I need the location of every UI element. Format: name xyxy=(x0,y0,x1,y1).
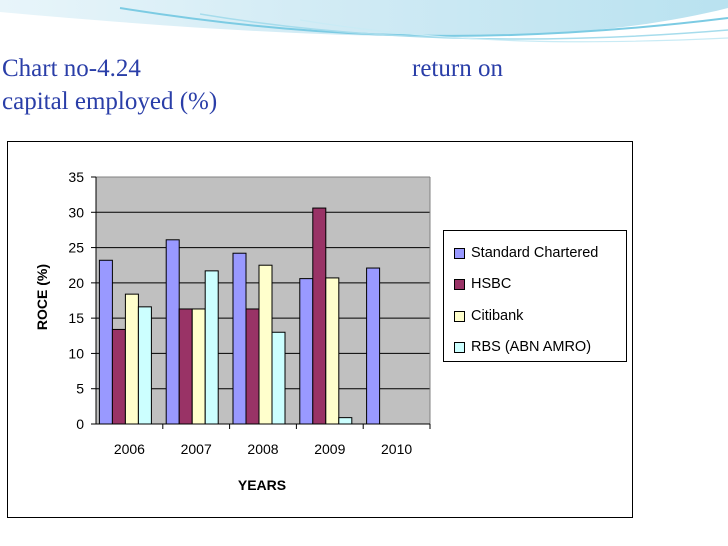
legend-item-citibank: Citibank xyxy=(454,307,523,325)
x-tick-label: 2007 xyxy=(181,441,212,457)
x-tick-label: 2010 xyxy=(381,441,412,457)
legend-label-standard-chartered: Standard Chartered xyxy=(471,245,599,261)
legend-item-rbs-abn-amro: RBS (ABN AMRO) xyxy=(454,338,591,356)
y-tick-label: 0 xyxy=(76,416,84,432)
bar-citibank-2006 xyxy=(124,293,139,425)
x-tick-label: 2006 xyxy=(114,441,145,457)
bar-citibank-2008 xyxy=(258,264,273,425)
bar-rbs-abn-amro-2008 xyxy=(271,331,286,425)
y-tick-label: 10 xyxy=(68,345,84,361)
bar-hsbc-2007 xyxy=(178,308,193,425)
bar-hsbc-2006 xyxy=(111,328,126,425)
y-tick-label: 30 xyxy=(68,204,84,220)
title-capital-employed: capital employed (%) xyxy=(2,88,218,115)
legend-item-hsbc: HSBC xyxy=(454,275,511,293)
legend-swatch-citibank xyxy=(454,310,465,322)
bar-rbs-abn-amro-2009 xyxy=(338,417,353,425)
bar-standard-chartered-2006 xyxy=(98,259,113,425)
bar-rbs-abn-amro-2006 xyxy=(137,306,152,425)
bar-hsbc-2009 xyxy=(312,207,327,425)
y-axis-title: ROCE (%) xyxy=(34,264,50,330)
x-tick-label: 2008 xyxy=(247,441,278,457)
bar-hsbc-2008 xyxy=(245,308,260,425)
bar-standard-chartered-2007 xyxy=(165,239,180,425)
bar-standard-chartered-2010 xyxy=(366,267,381,425)
y-tick-label: 5 xyxy=(76,381,84,397)
y-tick-label: 25 xyxy=(68,240,84,256)
bar-rbs-abn-amro-2007 xyxy=(204,270,219,425)
chart-legend: Standard Chartered HSBC Citibank RBS (AB… xyxy=(443,230,627,362)
title-chart-number: Chart no-4.24 xyxy=(2,55,141,82)
legend-item-standard-chartered: Standard Chartered xyxy=(454,244,598,262)
bar-standard-chartered-2008 xyxy=(232,252,247,425)
legend-swatch-standard-chartered xyxy=(454,247,465,259)
bar-standard-chartered-2009 xyxy=(299,278,314,425)
legend-swatch-rbs-abn-amro xyxy=(454,341,465,353)
y-tick-label: 35 xyxy=(68,169,84,185)
slide-title: Chart no-4.24 return on capital employed… xyxy=(0,52,728,115)
y-tick-label: 20 xyxy=(68,275,84,291)
x-tick-label: 2009 xyxy=(314,441,345,457)
legend-label-rbs-abn-amro: RBS (ABN AMRO) xyxy=(471,339,592,355)
title-return-on: return on xyxy=(412,55,503,82)
legend-label-hsbc: HSBC xyxy=(471,276,512,292)
header-banner xyxy=(0,0,728,43)
x-axis-title: YEARS xyxy=(238,477,286,493)
bar-citibank-2009 xyxy=(325,277,340,425)
legend-swatch-hsbc xyxy=(454,278,465,290)
bar-citibank-2007 xyxy=(191,308,206,425)
y-tick-label: 15 xyxy=(68,310,84,326)
legend-label-citibank: Citibank xyxy=(471,308,524,324)
